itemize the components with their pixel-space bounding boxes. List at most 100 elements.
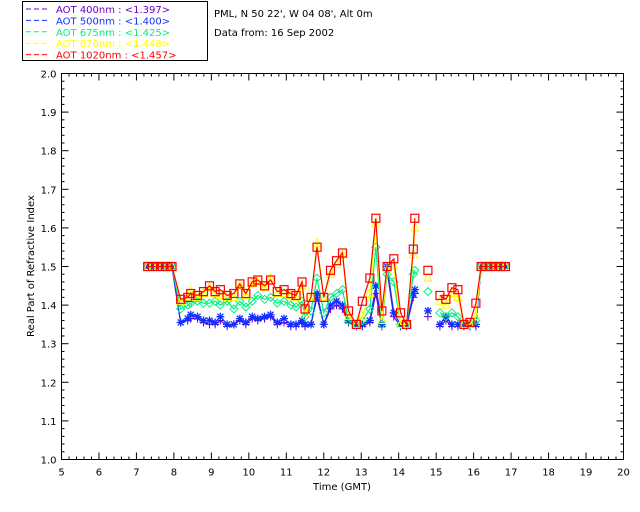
square-marker xyxy=(481,261,491,272)
square-marker xyxy=(210,286,220,297)
asterisk-marker xyxy=(298,316,307,325)
y-tick-label: 1.8 xyxy=(41,147,57,158)
asterisk-marker xyxy=(332,297,341,306)
y-tick-label: 1.5 xyxy=(41,263,57,274)
asterisk-marker xyxy=(301,320,310,329)
diamond-marker xyxy=(229,304,239,314)
triangle-marker xyxy=(259,281,270,292)
square-marker xyxy=(176,294,186,304)
square-marker xyxy=(496,261,506,272)
square-marker xyxy=(357,296,367,306)
diamond-marker xyxy=(453,311,463,322)
square-marker xyxy=(259,281,270,291)
triangle-marker xyxy=(185,285,196,296)
square-marker xyxy=(382,261,392,272)
square-marker xyxy=(410,213,420,223)
x-tick-label: 20 xyxy=(617,468,630,479)
diamond-marker xyxy=(312,273,322,283)
square-marker xyxy=(389,254,399,264)
diamond-marker xyxy=(286,300,296,310)
square-marker xyxy=(253,275,263,285)
square-marker xyxy=(351,319,361,329)
x-tick-label: 18 xyxy=(542,468,555,479)
square-marker xyxy=(147,261,158,272)
triangle-marker xyxy=(142,260,153,270)
diamond-marker xyxy=(253,290,263,301)
asterisk-marker xyxy=(313,289,322,298)
square-marker xyxy=(204,281,215,291)
diamond-marker xyxy=(319,308,329,318)
square-marker xyxy=(222,290,232,301)
asterisk-marker xyxy=(365,316,374,325)
triangle-marker xyxy=(357,310,368,321)
square-marker xyxy=(272,286,282,297)
triangle-marker xyxy=(241,289,251,299)
legend-label: AOT 500nm : <1.400> xyxy=(56,16,170,27)
square-marker xyxy=(465,317,475,328)
asterisk-marker xyxy=(205,316,214,325)
square-marker xyxy=(365,273,375,283)
asterisk-marker xyxy=(199,316,208,325)
asterisk-marker xyxy=(409,289,418,298)
x-tick-label: 16 xyxy=(467,468,480,479)
triangle-marker xyxy=(162,260,172,270)
square-marker xyxy=(447,283,457,293)
triangle-marker xyxy=(351,318,362,328)
square-marker xyxy=(319,292,329,302)
triangle-marker xyxy=(453,291,463,301)
triangle-marker xyxy=(147,260,158,270)
triangle-marker xyxy=(229,291,239,301)
plus-marker xyxy=(371,289,380,298)
square-marker xyxy=(312,242,322,252)
asterisk-marker xyxy=(292,320,301,329)
square-marker xyxy=(247,277,257,287)
square-marker xyxy=(215,285,225,295)
diamond-marker xyxy=(423,286,433,297)
triangle-marker xyxy=(306,291,316,301)
location-text: PML, N 50 22', W 04 08', Alt 0m xyxy=(214,9,373,20)
x-axis-label: Time (GMT) xyxy=(312,482,371,493)
legend-label: AOT 675nm : <1.425> xyxy=(56,28,170,39)
triangle-marker xyxy=(152,260,163,270)
asterisk-marker xyxy=(326,301,335,310)
y-tick-label: 1.4 xyxy=(41,301,57,312)
asterisk-marker xyxy=(273,318,282,327)
y-tick-label: 1.6 xyxy=(41,224,57,235)
series-line xyxy=(147,218,506,327)
triangle-marker xyxy=(343,310,354,321)
y-tick-label: 1.9 xyxy=(41,108,57,119)
y-tick-label: 1.0 xyxy=(41,456,57,467)
asterisk-marker xyxy=(410,285,419,294)
asterisk-marker xyxy=(253,314,262,323)
triangle-marker xyxy=(490,260,501,270)
square-marker xyxy=(371,213,381,223)
triangle-marker xyxy=(389,260,399,270)
x-tick-label: 14 xyxy=(392,468,405,479)
square-marker xyxy=(325,265,336,275)
diamond-marker xyxy=(241,302,251,312)
x-tick-label: 8 xyxy=(171,468,177,479)
asterisk-marker xyxy=(260,312,269,321)
asterisk-marker xyxy=(186,310,195,319)
y-tick-label: 1.7 xyxy=(41,185,57,196)
square-marker xyxy=(423,265,433,275)
asterisk-marker xyxy=(223,320,232,329)
asterisk-marker xyxy=(447,320,456,329)
y-axis-label: Real Part of Refractive Index xyxy=(26,195,37,337)
diamond-marker xyxy=(291,302,301,312)
diamond-marker xyxy=(210,296,220,306)
triangle-marker xyxy=(167,260,177,270)
triangle-marker xyxy=(175,295,186,305)
diamond-marker xyxy=(215,300,226,310)
square-marker xyxy=(377,306,387,316)
y-tick-label: 1.2 xyxy=(41,378,57,389)
square-marker xyxy=(453,285,463,295)
square-marker xyxy=(476,261,486,272)
asterisk-marker xyxy=(193,312,202,321)
square-marker xyxy=(343,306,354,316)
triangle-marker xyxy=(423,271,433,282)
square-marker xyxy=(265,275,276,285)
asterisk-marker xyxy=(241,318,250,327)
asterisk-marker xyxy=(423,306,432,315)
